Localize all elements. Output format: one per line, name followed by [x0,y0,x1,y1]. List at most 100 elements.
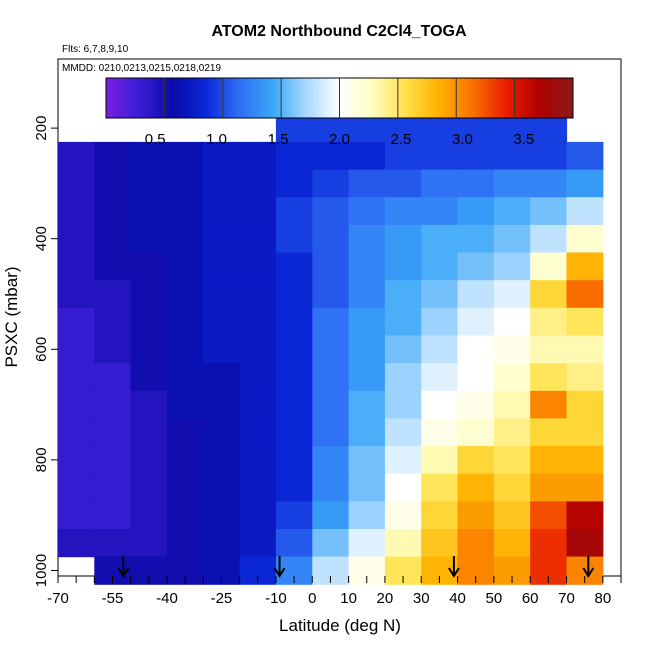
heatmap-cell [457,529,495,558]
heatmap-cell [58,418,95,447]
heatmap-cell [312,446,350,475]
heatmap-cell [275,390,313,419]
heatmap-cell [203,501,241,530]
heatmap-cell [94,197,132,226]
heatmap-cell [94,363,132,392]
heatmap-cell [167,529,204,558]
heatmap-cell [94,529,132,558]
heatmap-cell [530,224,568,254]
heatmap-cell [130,335,168,364]
heatmap-cell [493,363,531,392]
heatmap-cell [421,390,459,419]
heatmap-cell [384,307,422,336]
heatmap-cell [203,390,241,419]
heatmap-cell [530,197,568,226]
heatmap-cell [94,473,132,502]
heatmap-cell [203,280,241,309]
heatmap-cell [384,169,422,198]
heatmap-cell [275,252,313,281]
x-axis-label: Latitude (deg N) [279,616,401,635]
heatmap-cell [530,307,568,336]
heatmap-cell [130,169,168,198]
heatmap-cell [130,390,168,419]
heatmap-cell [58,335,95,364]
heatmap-cell [58,224,95,254]
heatmap-cell [348,224,386,254]
heatmap-cell [348,446,386,475]
y-tick-label: 600 [33,337,50,362]
heatmap-cell [384,224,422,254]
heatmap-cell [384,280,422,309]
heatmap-cell [203,363,241,392]
heatmap-cell [384,252,422,281]
heatmap-cell [312,169,350,198]
heatmap-cell [566,307,604,336]
heatmap-cell [167,307,204,336]
heatmap-cell [530,169,568,198]
heatmap-cell [312,418,350,447]
x-tick-label: -25 [211,590,233,607]
heatmap-cell [493,197,531,226]
heatmap-cell [167,141,204,171]
colorbar-tick-label: 0.5 [145,131,166,148]
colorbar-tick-label: 2.0 [329,131,350,148]
heatmap-cell [348,335,386,364]
x-tick-label: 80 [594,590,611,607]
heatmap-cell [493,114,531,143]
heatmap-cell [130,363,168,392]
heatmap-cell [530,501,568,530]
colorbar-tick-label: 3.0 [452,131,473,148]
heatmap-cell [312,473,350,502]
heatmap-cell [203,252,241,281]
heatmap-cell [530,114,568,143]
heatmap-cell [203,529,241,558]
heatmap-cell [457,363,495,392]
heatmap-cell [421,197,459,226]
heatmap-cell [348,197,386,226]
heatmap-cell [348,114,386,143]
heatmap-cell [167,280,204,309]
heatmap-cell [275,501,313,530]
colorbar-tick-label: 3.5 [513,131,534,148]
heatmap-cell [457,418,495,447]
heatmap-cell [94,335,132,364]
heatmap-cell [130,307,168,336]
heatmap-cell [530,252,568,281]
heatmap-cell [239,224,277,254]
heatmap-cell [384,114,422,143]
y-tick-label: 200 [33,116,50,141]
heatmap-cell [275,280,313,309]
heatmap-cell [530,335,568,364]
heatmap-cell [348,280,386,309]
heatmap-cell [566,197,604,226]
heatmap-cell [312,141,350,171]
heatmap-cell [493,418,531,447]
heatmap-cell [275,197,313,226]
heatmap-cell [457,197,495,226]
heatmap-cell [94,501,132,530]
heatmap-cell [312,307,350,336]
heatmap-cell [348,252,386,281]
heatmap-cell [421,446,459,475]
heatmap-cell [493,335,531,364]
heatmap-cell [275,473,313,502]
heatmap-cell [312,529,350,558]
heatmap-cell [384,501,422,530]
heatmap-cell [566,529,604,558]
heatmap-cell [203,224,241,254]
heatmap-cell [384,418,422,447]
heatmap-cell [275,446,313,475]
heatmap-cell [421,224,459,254]
heatmap-cell [384,473,422,502]
heatmap-cell [421,169,459,198]
heatmap-cell [239,335,277,364]
heatmap-cell [348,418,386,447]
heatmap-cell [530,418,568,447]
heatmap-cell [348,473,386,502]
heatmap-cell [384,335,422,364]
heatmap-cell [203,141,241,171]
heatmap-cell [493,446,531,475]
heatmap-cell [275,418,313,447]
y-axis: 200 400 600 800 1000 [33,116,58,587]
heatmap-cell [58,529,95,558]
